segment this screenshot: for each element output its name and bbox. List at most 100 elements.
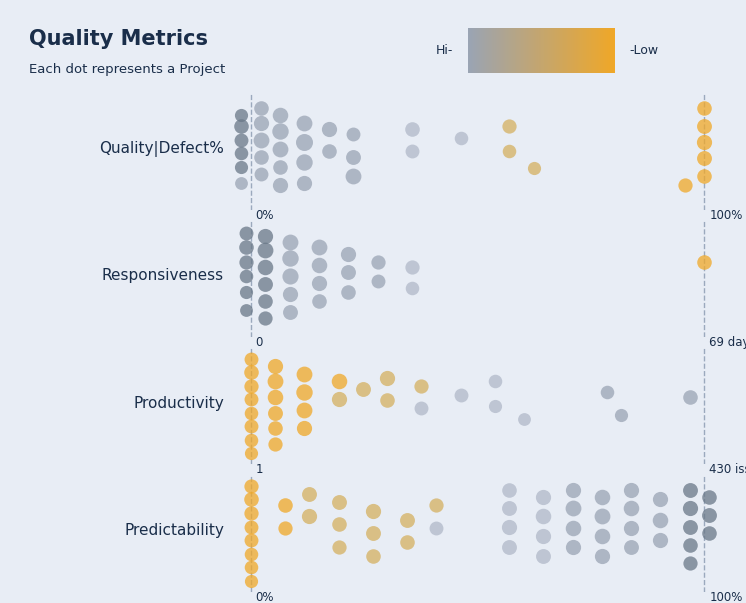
Text: Quality Metrics: Quality Metrics — [29, 29, 208, 49]
Point — [357, 384, 369, 394]
Point — [372, 257, 383, 267]
Text: -Low: -Low — [629, 44, 658, 57]
Text: Hi-: Hi- — [436, 44, 454, 57]
Point — [684, 522, 696, 531]
Point — [684, 540, 696, 549]
Point — [254, 135, 266, 145]
Point — [245, 449, 257, 458]
Point — [254, 169, 266, 178]
Point — [381, 373, 393, 382]
Point — [260, 245, 272, 255]
Point — [347, 152, 359, 162]
Point — [333, 519, 345, 529]
Point — [367, 506, 379, 516]
Point — [416, 380, 427, 390]
Point — [245, 354, 257, 364]
Point — [596, 531, 608, 540]
Text: 430 issues: 430 issues — [709, 463, 746, 476]
Point — [235, 162, 247, 172]
Point — [406, 147, 418, 156]
Point — [298, 137, 310, 147]
Point — [567, 523, 579, 532]
Point — [274, 110, 286, 120]
Point — [254, 104, 266, 113]
Point — [654, 535, 666, 545]
Point — [401, 537, 413, 547]
Point — [245, 508, 257, 518]
Point — [240, 271, 252, 281]
Point — [342, 267, 354, 277]
Point — [235, 122, 247, 131]
Point — [401, 515, 413, 525]
Point — [245, 576, 257, 586]
Point — [527, 163, 539, 173]
Point — [537, 531, 549, 540]
Point — [283, 253, 295, 263]
Point — [518, 415, 530, 425]
Point — [698, 171, 710, 181]
Point — [283, 289, 295, 299]
Point — [240, 305, 252, 315]
Point — [679, 180, 691, 190]
Text: 0%: 0% — [256, 591, 274, 603]
Point — [406, 124, 418, 133]
Text: Each dot represents a Project: Each dot represents a Project — [29, 63, 225, 76]
Text: Predictability: Predictability — [124, 523, 224, 538]
Point — [703, 493, 715, 502]
Point — [625, 542, 637, 552]
Point — [504, 522, 515, 531]
Point — [323, 124, 335, 133]
Point — [269, 408, 281, 417]
Point — [698, 122, 710, 131]
Point — [313, 242, 325, 252]
Point — [269, 392, 281, 402]
Point — [596, 511, 608, 521]
Point — [430, 500, 442, 510]
Point — [235, 110, 247, 120]
Point — [654, 494, 666, 504]
Point — [245, 421, 257, 431]
Point — [245, 549, 257, 558]
Text: 0%: 0% — [256, 209, 274, 221]
Point — [537, 551, 549, 561]
Point — [342, 249, 354, 259]
Point — [567, 504, 579, 513]
Point — [298, 370, 310, 379]
Point — [274, 162, 286, 172]
Point — [283, 238, 295, 247]
Point — [235, 135, 247, 145]
Text: 0: 0 — [256, 336, 263, 349]
Point — [601, 388, 612, 397]
Point — [260, 313, 272, 323]
Point — [684, 558, 696, 567]
Point — [333, 542, 345, 552]
Point — [342, 287, 354, 297]
Point — [372, 276, 383, 286]
Text: 100%: 100% — [709, 209, 743, 221]
Point — [245, 380, 257, 390]
Point — [537, 511, 549, 521]
Point — [381, 396, 393, 405]
Point — [245, 481, 257, 491]
Point — [235, 178, 247, 188]
Point — [240, 229, 252, 238]
Point — [654, 515, 666, 525]
Point — [260, 296, 272, 306]
Point — [269, 362, 281, 371]
Point — [240, 242, 252, 252]
Point — [274, 144, 286, 154]
Point — [245, 394, 257, 404]
Point — [504, 147, 515, 156]
Point — [684, 485, 696, 495]
Point — [283, 271, 295, 281]
Text: Quality|Defect%: Quality|Defect% — [99, 140, 224, 157]
Point — [269, 440, 281, 449]
Point — [235, 148, 247, 158]
Point — [313, 278, 325, 288]
Point — [260, 262, 272, 272]
Point — [333, 394, 345, 404]
Point — [269, 423, 281, 433]
Point — [567, 542, 579, 552]
Point — [298, 178, 310, 188]
Point — [615, 410, 627, 420]
